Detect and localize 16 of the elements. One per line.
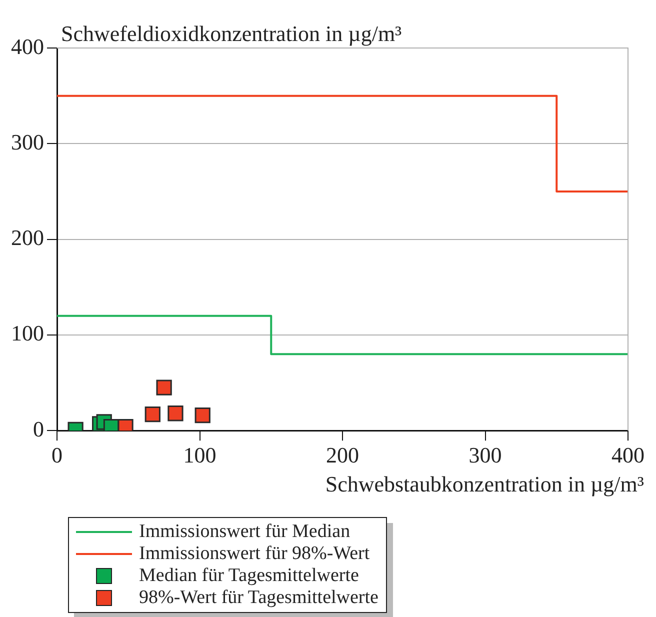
legend-label: Immissionswert für 98%-Wert xyxy=(139,543,370,565)
legend-label: Median für Tagesmittelwerte xyxy=(139,565,359,587)
y-axis-title: Schwefeldioxidkonzentration in µg/m³ xyxy=(61,20,402,46)
x-tick-label: 400 xyxy=(612,442,644,468)
x-tick-label: 100 xyxy=(183,442,216,468)
y-tick-label: 0 xyxy=(33,416,44,442)
x-tick-label: 200 xyxy=(326,442,359,468)
y-tick-label: 400 xyxy=(11,34,44,59)
y-tick-label: 300 xyxy=(11,129,44,154)
x-tick-label: 0 xyxy=(52,442,62,468)
y-tick-label: 200 xyxy=(11,225,44,250)
x-tick-label: 300 xyxy=(468,442,502,468)
y-tick-label: 100 xyxy=(11,320,44,346)
x-axis-title: Schwebstaubkonzentration in µg/m³ xyxy=(325,471,644,496)
legend-label: Immissionswert für Median xyxy=(139,521,350,543)
legend-label: 98%-Wert für Tagesmittelwerte xyxy=(139,587,378,609)
